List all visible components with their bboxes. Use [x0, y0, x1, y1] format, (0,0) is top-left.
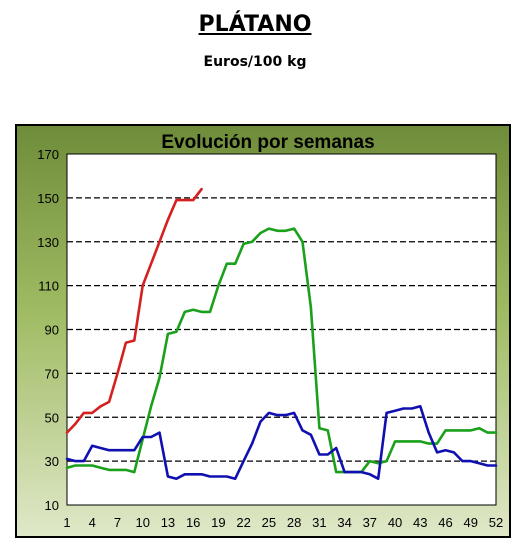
x-tick-label: 1 [63, 515, 70, 530]
y-tick-label: 90 [45, 323, 59, 338]
series-line-2 [65, 227, 498, 474]
x-tick-label: 19 [211, 515, 225, 530]
x-tick-label: 49 [464, 515, 478, 530]
x-tick-label: 34 [337, 515, 351, 530]
series-group [65, 187, 498, 481]
x-tick-label: 10 [135, 515, 149, 530]
y-tick-label: 50 [45, 410, 59, 425]
x-tick-label: 16 [186, 515, 200, 530]
y-tick-label: 70 [45, 366, 59, 381]
y-tick-label: 150 [37, 191, 59, 206]
x-tick-label: 13 [161, 515, 175, 530]
page-subtitle: Euros/100 kg [203, 54, 307, 70]
y-tick-label: 10 [45, 498, 59, 513]
series-line-3 [65, 404, 498, 481]
y-tick-label: 110 [38, 279, 59, 294]
x-tick-label: 28 [287, 515, 301, 530]
x-tick-label: 52 [489, 515, 503, 530]
page-title: PLÁTANO [198, 12, 312, 37]
x-tick-label: 7 [114, 515, 121, 530]
y-axis-ticks: 10 30 50 70 90 110 130 150 170 [37, 147, 59, 513]
series-line-1 [65, 187, 203, 434]
x-tick-label: 40 [388, 515, 402, 530]
x-tick-label: 37 [363, 515, 377, 530]
x-tick-label: 46 [438, 515, 452, 530]
y-tick-label: 170 [37, 147, 59, 162]
chart-title: Evolución por semanas [161, 132, 374, 153]
x-tick-label: 43 [413, 515, 427, 530]
x-tick-label: 22 [236, 515, 250, 530]
x-tick-label: 25 [262, 515, 276, 530]
x-tick-label: 31 [312, 515, 326, 530]
y-tick-label: 130 [37, 235, 59, 250]
x-axis-ticks: 1 4 7 10 13 16 19 22 25 28 31 34 37 40 43 46 49 52 [63, 515, 503, 530]
x-tick-label: 4 [89, 515, 96, 530]
y-tick-label: 30 [45, 454, 59, 469]
